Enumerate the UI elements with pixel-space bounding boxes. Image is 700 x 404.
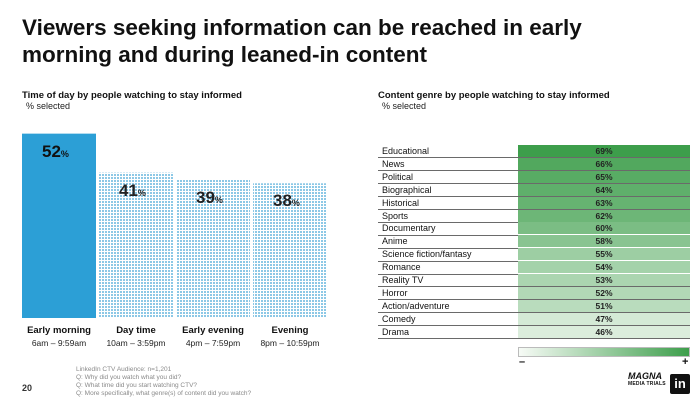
genre-value: 62% <box>595 210 613 221</box>
genre-row: Educational 69% <box>378 145 690 157</box>
genre-row: Sports 62% <box>378 209 690 222</box>
category-time-range: 4pm – 7:59pm <box>185 338 241 348</box>
genre-heat-cell <box>518 145 690 157</box>
bar-early-evening <box>176 179 250 318</box>
category-label: Early morning <box>27 325 91 336</box>
genre-value: 47% <box>595 313 613 324</box>
genre-heat-cell <box>518 274 690 286</box>
genre-name: Biographical <box>382 184 432 195</box>
bar-value-label: 52% <box>42 141 69 161</box>
genre-heat-cell <box>518 170 690 183</box>
genre-value: 69% <box>595 146 613 156</box>
category-label: Day time <box>116 325 156 336</box>
genre-heat-cell <box>518 325 690 338</box>
footnote-line-1: LinkedIn CTV Audience: n=1,201 <box>76 366 172 373</box>
category-time-range: 10am – 3:59pm <box>106 338 166 348</box>
genre-value: 63% <box>595 197 613 208</box>
category-label: Evening <box>271 325 309 336</box>
genre-value: 64% <box>595 184 613 195</box>
genre-name: Political <box>382 171 414 182</box>
genre-row: Comedy 47% <box>378 312 690 325</box>
genre-name: Horror <box>382 287 408 298</box>
category-label: Early evening <box>182 325 244 336</box>
genre-name: Sports <box>382 210 409 221</box>
footnote-line-4: Q: More specifically, what genre(s) of c… <box>76 390 252 397</box>
bar-value-label: 39% <box>196 187 223 207</box>
genre-heat-cell <box>518 183 690 196</box>
genre-row: Reality TV 53% <box>378 274 690 286</box>
genre-row: Romance 54% <box>378 261 690 274</box>
genre-name: Reality TV <box>382 275 424 285</box>
bar-value-label: 41% <box>119 180 146 200</box>
genre-row: Drama 46% <box>378 325 690 338</box>
genre-row: Documentary 60% <box>378 222 690 235</box>
genre-value: 46% <box>595 326 613 337</box>
bar-day-time <box>99 172 173 318</box>
category-time-range: 6am – 9:59am <box>31 338 87 348</box>
genre-heat-cell <box>518 235 690 248</box>
left-chart-subtitle: % selected <box>26 101 71 111</box>
genre-heat-cell <box>518 209 690 222</box>
genre-name: News <box>382 158 405 169</box>
genre-heat-cell <box>518 222 690 235</box>
genre-row: Science fiction/fantasy 55% <box>378 248 690 261</box>
genre-row: Historical 63% <box>378 196 690 209</box>
genre-row: News 66% <box>378 157 690 170</box>
genre-value: 55% <box>595 249 613 260</box>
genre-heat-cell <box>518 248 690 261</box>
right-chart-title: Content genre by people watching to stay… <box>378 90 610 101</box>
genre-heat-cell <box>518 196 690 209</box>
magna-logo: MAGNA MEDIA TRIALS <box>628 371 666 388</box>
footnote-line-3: Q: What time did you start watching CTV? <box>76 382 198 389</box>
category-time-range: 8pm – 10:59pm <box>260 338 320 348</box>
footnote-line-2: Q: Why did you watch what you did? <box>76 374 182 381</box>
genre-value: 52% <box>595 287 613 298</box>
genre-value: 65% <box>595 171 613 182</box>
genre-row: Anime 58% <box>378 235 690 248</box>
genre-value: 60% <box>595 223 613 234</box>
genre-value: 53% <box>595 275 613 285</box>
genre-value: 66% <box>595 158 613 169</box>
linkedin-logo: in <box>670 374 690 394</box>
genre-row: Biographical 64% <box>378 183 690 196</box>
genre-name: Educational <box>382 146 430 156</box>
genre-row: Political 65% <box>378 170 690 183</box>
row-divider <box>378 338 690 339</box>
genre-heat-cell <box>518 286 690 299</box>
genre-heat-cell <box>518 157 690 170</box>
genre-name: Historical <box>382 197 420 208</box>
bar-value-label: 38% <box>273 191 300 211</box>
genre-heat-cell <box>518 299 690 312</box>
genre-name: Science fiction/fantasy <box>382 249 472 260</box>
genre-name: Romance <box>382 262 421 273</box>
bar-early-morning <box>22 133 96 318</box>
genre-value: 58% <box>595 236 613 247</box>
genre-name: Comedy <box>382 313 416 324</box>
genre-value: 54% <box>595 262 613 273</box>
genre-heat-cell <box>518 261 690 274</box>
heat-legend-gradient <box>518 347 690 357</box>
genre-row: Action/adventure 51% <box>378 299 690 312</box>
right-chart-subtitle: % selected <box>382 101 427 111</box>
legend-plus: + <box>682 356 689 368</box>
page-title: Viewers seeking information can be reach… <box>22 15 582 67</box>
page-number: 20 <box>22 383 33 393</box>
genre-name: Action/adventure <box>382 300 450 311</box>
genre-value: 51% <box>595 300 613 311</box>
left-chart-title: Time of day by people watching to stay i… <box>22 90 242 101</box>
genre-name: Anime <box>382 236 408 247</box>
genre-heat-cell <box>518 312 690 325</box>
genre-name: Drama <box>382 326 410 337</box>
bar-evening <box>253 183 327 318</box>
genre-row: Horror 52% <box>378 286 690 299</box>
genre-name: Documentary <box>382 223 436 234</box>
legend-minus: – <box>519 356 526 368</box>
